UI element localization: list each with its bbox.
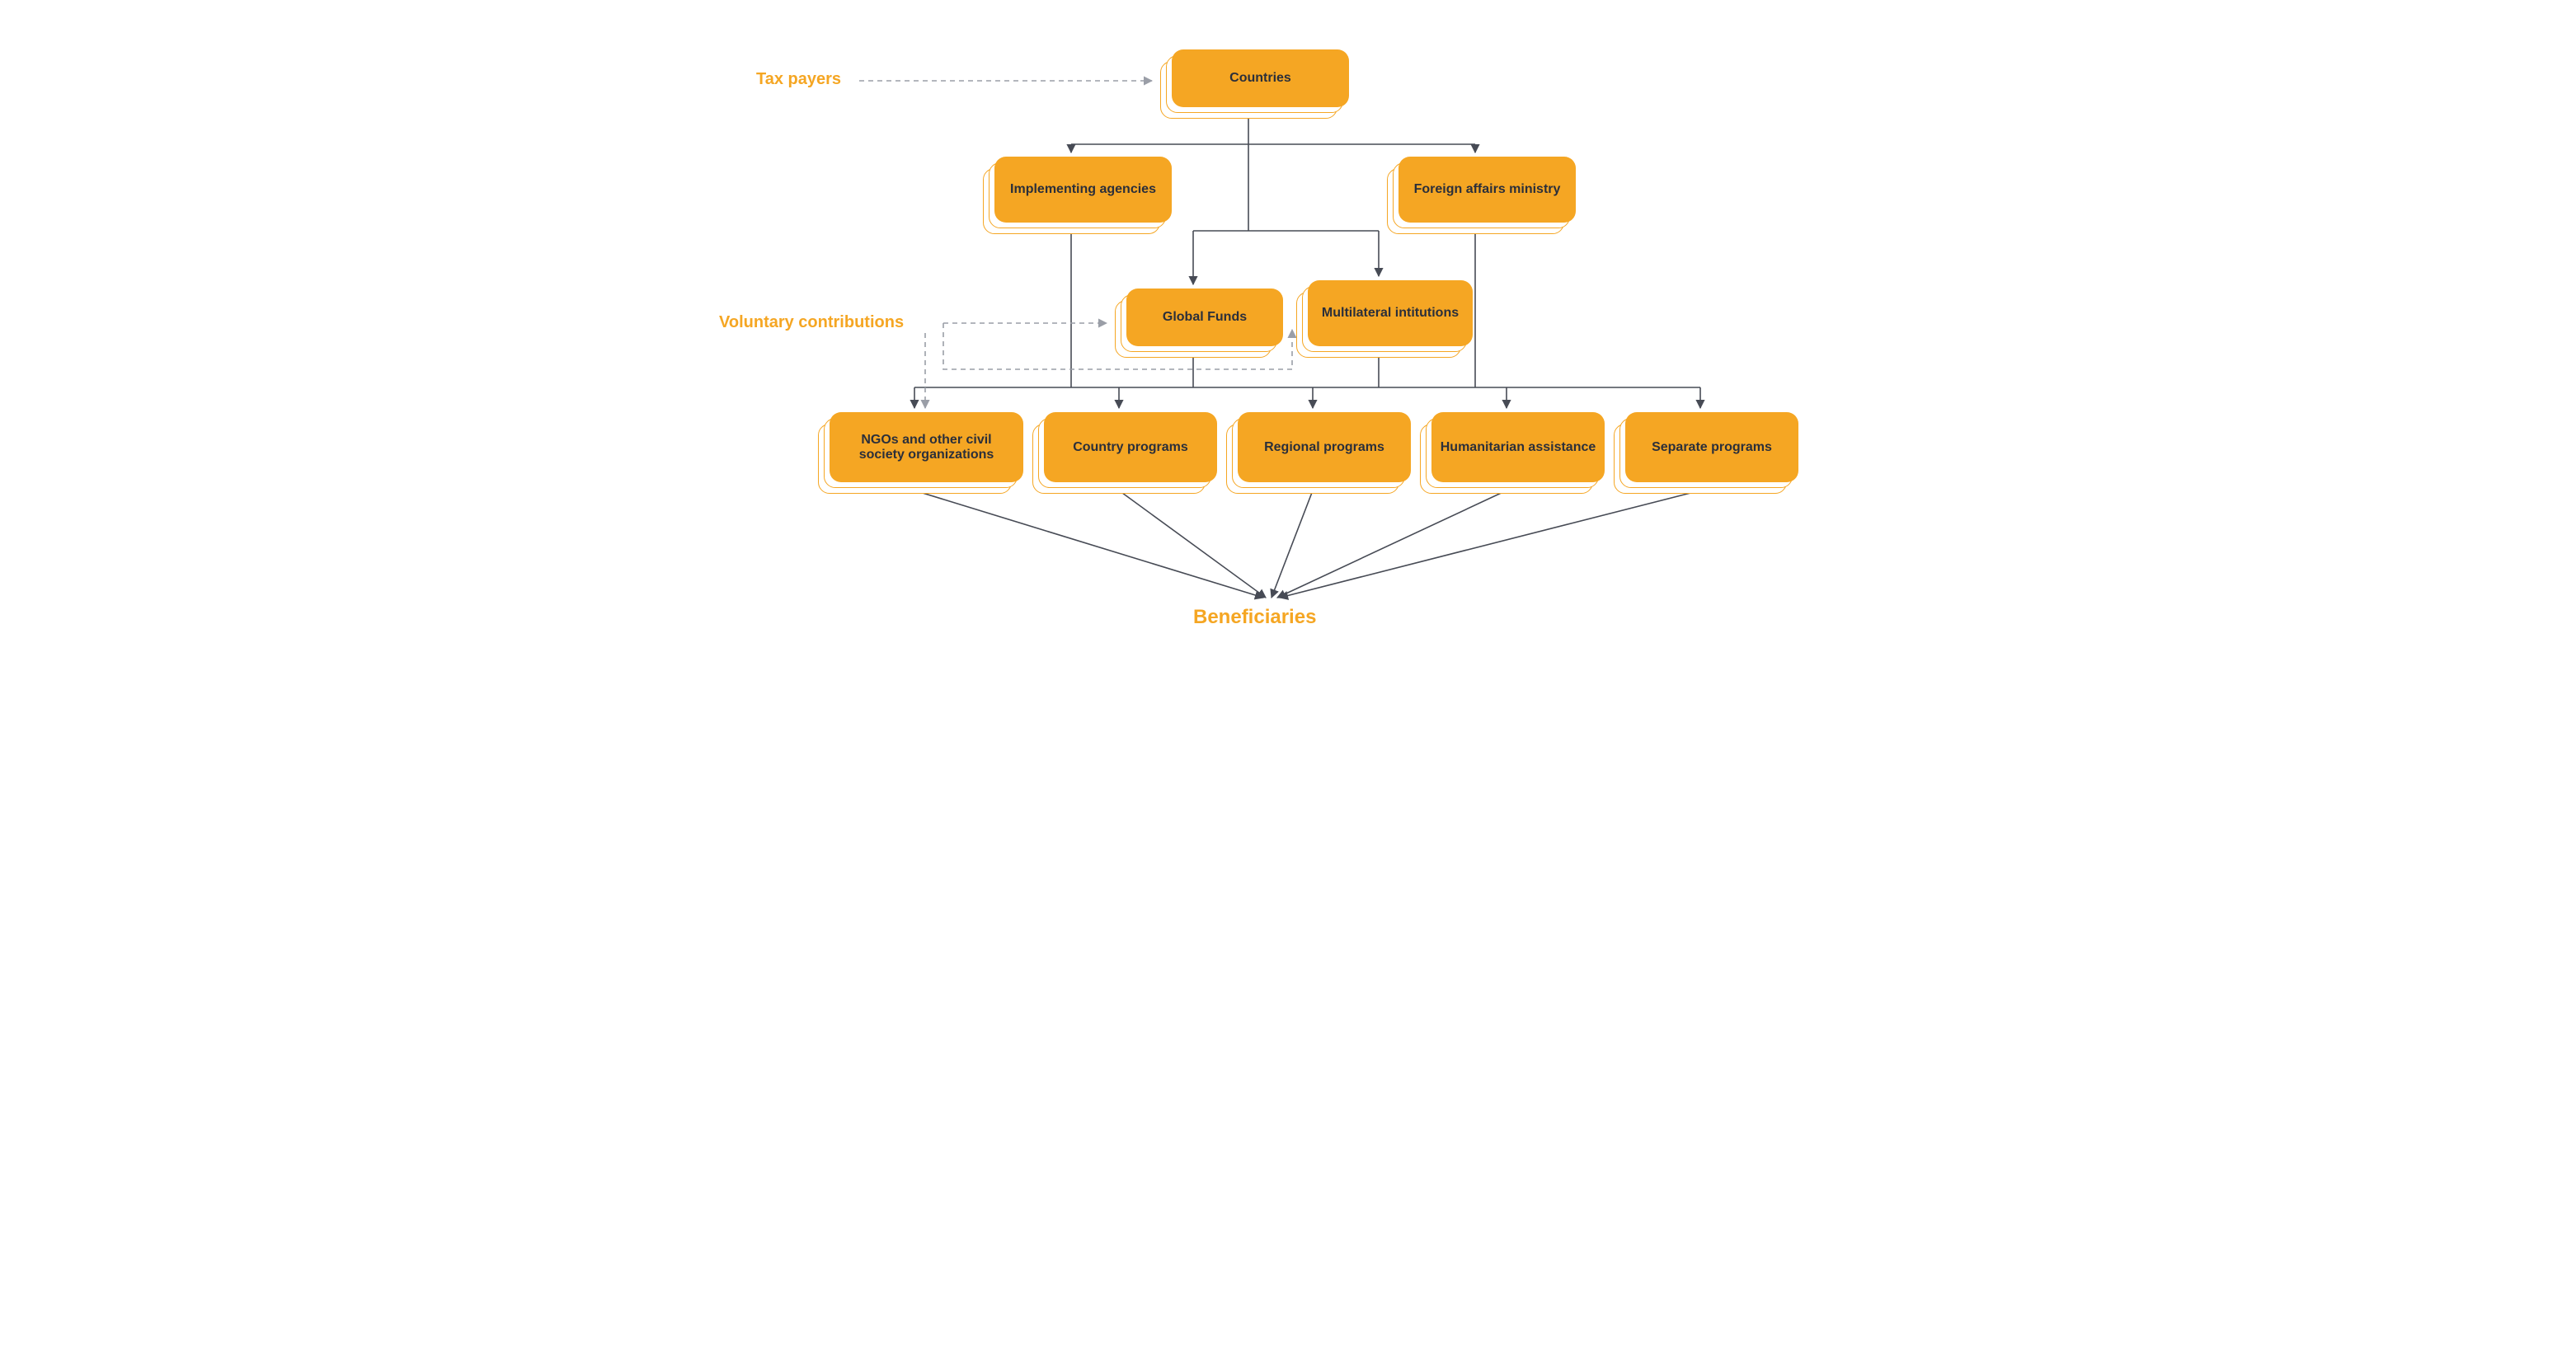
- edge-country-to-benef: [1119, 490, 1266, 598]
- node-humanitarian-assistance: Humanitarian assistance: [1420, 412, 1605, 494]
- diagram-canvas: Tax payers Voluntary contributions Benef…: [670, 0, 1906, 659]
- edge-separate-to-benef: [1280, 490, 1700, 598]
- label-tax-payers: Tax payers: [756, 70, 841, 89]
- node-foreign-affairs-ministry: Foreign affairs ministry: [1387, 157, 1576, 234]
- node-regional-programs: Regional programs: [1226, 412, 1411, 494]
- node-countries: Countries: [1160, 49, 1349, 119]
- node-implementing-agencies: Implementing agencies: [983, 157, 1172, 234]
- edge-regional-to-benef: [1272, 490, 1313, 598]
- edge-ngos-to-benef: [914, 490, 1263, 598]
- node-global-funds: Global Funds: [1115, 289, 1283, 358]
- edge-human-to-benef: [1277, 490, 1507, 598]
- node-separate-programs: Separate programs: [1614, 412, 1798, 494]
- label-beneficiaries: Beneficiaries: [1193, 606, 1316, 629]
- node-ngos: NGOs and other civil society organizatio…: [818, 412, 1023, 494]
- node-multilateral-institutions: Multilateral intitutions: [1296, 280, 1473, 358]
- node-country-programs: Country programs: [1032, 412, 1217, 494]
- label-voluntary-contributions: Voluntary contributions: [719, 313, 904, 332]
